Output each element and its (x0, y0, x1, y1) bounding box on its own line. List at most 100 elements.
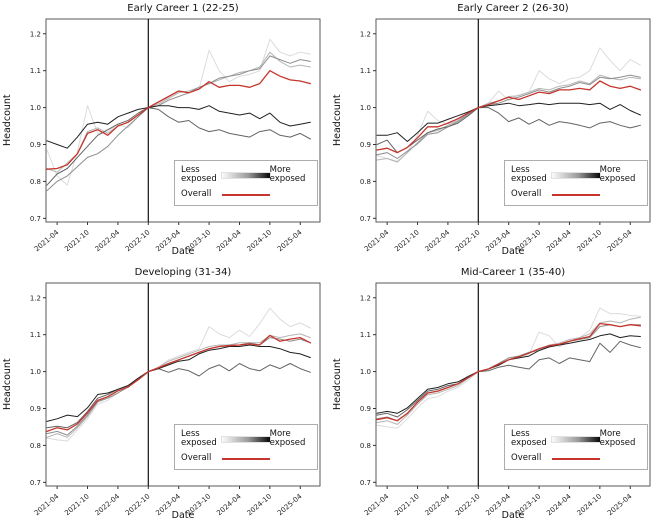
y-tick-label: 1.1 (30, 331, 41, 339)
chart-title: Mid-Career 1 (35-40) (460, 267, 566, 278)
chart-title: Early Career 1 (22-25) (127, 3, 239, 14)
y-tick-label: 0.8 (360, 178, 371, 186)
exposure-gradient-swatch (221, 435, 271, 443)
y-tick-label: 0.9 (30, 405, 41, 413)
y-tick-label: 1.1 (30, 67, 41, 75)
legend-overall-label: Overall (181, 189, 212, 200)
y-axis-label: Headcount (2, 94, 13, 147)
y-tick-label: 1.0 (30, 368, 41, 376)
subplot-early-career-2: Early Career 2 (26-30) 0.7 0.8 0.9 1.0 1.1 1.… (330, 0, 660, 263)
series-q1 (46, 307, 311, 442)
x-axis-label: Date (171, 246, 195, 257)
y-tick-label: 0.9 (360, 141, 371, 149)
legend-overall-label: Overall (511, 453, 542, 464)
legend-exposure-row: Less exposed More exposed (511, 428, 641, 450)
exposure-gradient-swatch (221, 171, 271, 179)
y-tick-label: 0.8 (30, 442, 41, 450)
series-q5 (46, 105, 311, 149)
y-tick-label: 1.1 (360, 67, 371, 75)
series-q2 (376, 74, 641, 163)
x-axis-label: Date (501, 510, 525, 521)
y-tick-label: 0.9 (30, 141, 41, 149)
y-tick-label: 1.0 (30, 104, 41, 112)
legend-overall-row: Overall (181, 453, 311, 464)
exposure-gradient-swatch (551, 435, 601, 443)
series-q3 (376, 324, 641, 422)
legend-overall-row: Overall (511, 453, 641, 464)
legend-more-exposed-label: More exposed (269, 428, 306, 449)
overall-line-swatch (222, 458, 270, 461)
series-q4 (46, 107, 311, 186)
legend-less-exposed-label: Less exposed (511, 428, 547, 449)
plot-border (45, 282, 321, 487)
y-axis-label: Headcount (2, 358, 13, 411)
y-tick-label: 1.0 (360, 104, 371, 112)
exposure-gradient-swatch (551, 171, 601, 179)
y-tick-label: 0.8 (360, 442, 371, 450)
chart-title: Developing (31-34) (134, 267, 232, 278)
series-q5 (46, 344, 311, 422)
legend-more-exposed-label: More exposed (599, 428, 636, 449)
chart-legend: Less exposed More exposed Overall (504, 159, 648, 206)
series-q4 (46, 363, 311, 429)
series-q5 (376, 102, 641, 142)
series-q3 (376, 74, 641, 159)
series-overall (376, 322, 642, 422)
y-tick-label: 0.7 (360, 215, 371, 223)
plot-border (375, 18, 651, 223)
legend-exposure-row: Less exposed More exposed (181, 428, 311, 450)
legend-more-exposed-label: More exposed (599, 164, 636, 185)
y-tick-label: 0.7 (360, 479, 371, 487)
y-tick-label: 1.2 (360, 30, 371, 38)
series-overall (376, 80, 642, 154)
plot-border (45, 18, 321, 223)
legend-less-exposed-label: Less exposed (181, 164, 217, 185)
series-overall (46, 334, 312, 433)
series-q1 (376, 47, 641, 162)
legend-overall-label: Overall (511, 189, 542, 200)
series-overall (46, 70, 312, 170)
y-tick-label: 1.2 (30, 30, 41, 38)
subplot-developing: Developing (31-34) 0.7 0.8 0.9 1.0 1.1 1.2 202… (0, 264, 330, 527)
y-axis-label: Headcount (332, 94, 343, 147)
legend-overall-label: Overall (181, 453, 212, 464)
y-axis-label: Headcount (332, 358, 343, 411)
legend-exposure-row: Less exposed More exposed (181, 164, 311, 186)
y-tick-label: 0.9 (360, 405, 371, 413)
chart-legend: Less exposed More exposed Overall (174, 159, 318, 206)
x-axis-label: Date (171, 510, 195, 521)
series-q2 (46, 333, 311, 438)
overall-line-swatch (552, 194, 600, 197)
subplot-mid-career-1: Mid-Career 1 (35-40) 0.7 0.8 0.9 1.0 1.1 1.2 2… (330, 264, 660, 527)
y-tick-label: 1.2 (30, 294, 41, 302)
y-tick-label: 0.8 (30, 178, 41, 186)
y-tick-label: 1.1 (360, 331, 371, 339)
legend-more-exposed-label: More exposed (269, 164, 306, 185)
y-tick-label: 1.2 (360, 294, 371, 302)
series-q4 (376, 340, 641, 418)
subplot-early-career-1: Early Career 1 (22-25) 0.7 0.8 0.9 1.0 1.1 1.… (0, 0, 330, 263)
series-q4 (376, 107, 641, 154)
y-tick-label: 1.0 (360, 368, 371, 376)
legend-less-exposed-label: Less exposed (181, 428, 217, 449)
overall-line-swatch (552, 458, 600, 461)
legend-less-exposed-label: Less exposed (511, 164, 547, 185)
legend-exposure-row: Less exposed More exposed (511, 164, 641, 186)
overall-line-swatch (222, 194, 270, 197)
series-q3 (46, 55, 311, 192)
y-tick-label: 0.7 (30, 215, 41, 223)
x-axis-label: Date (501, 246, 525, 257)
chart-legend: Less exposed More exposed Overall (504, 423, 648, 470)
y-tick-label: 0.7 (30, 479, 41, 487)
legend-overall-row: Overall (181, 189, 311, 200)
chart-legend: Less exposed More exposed Overall (174, 423, 318, 470)
plot-border (375, 282, 651, 487)
series-q2 (46, 51, 311, 173)
legend-overall-row: Overall (511, 189, 641, 200)
chart-title: Early Career 2 (26-30) (457, 3, 569, 14)
